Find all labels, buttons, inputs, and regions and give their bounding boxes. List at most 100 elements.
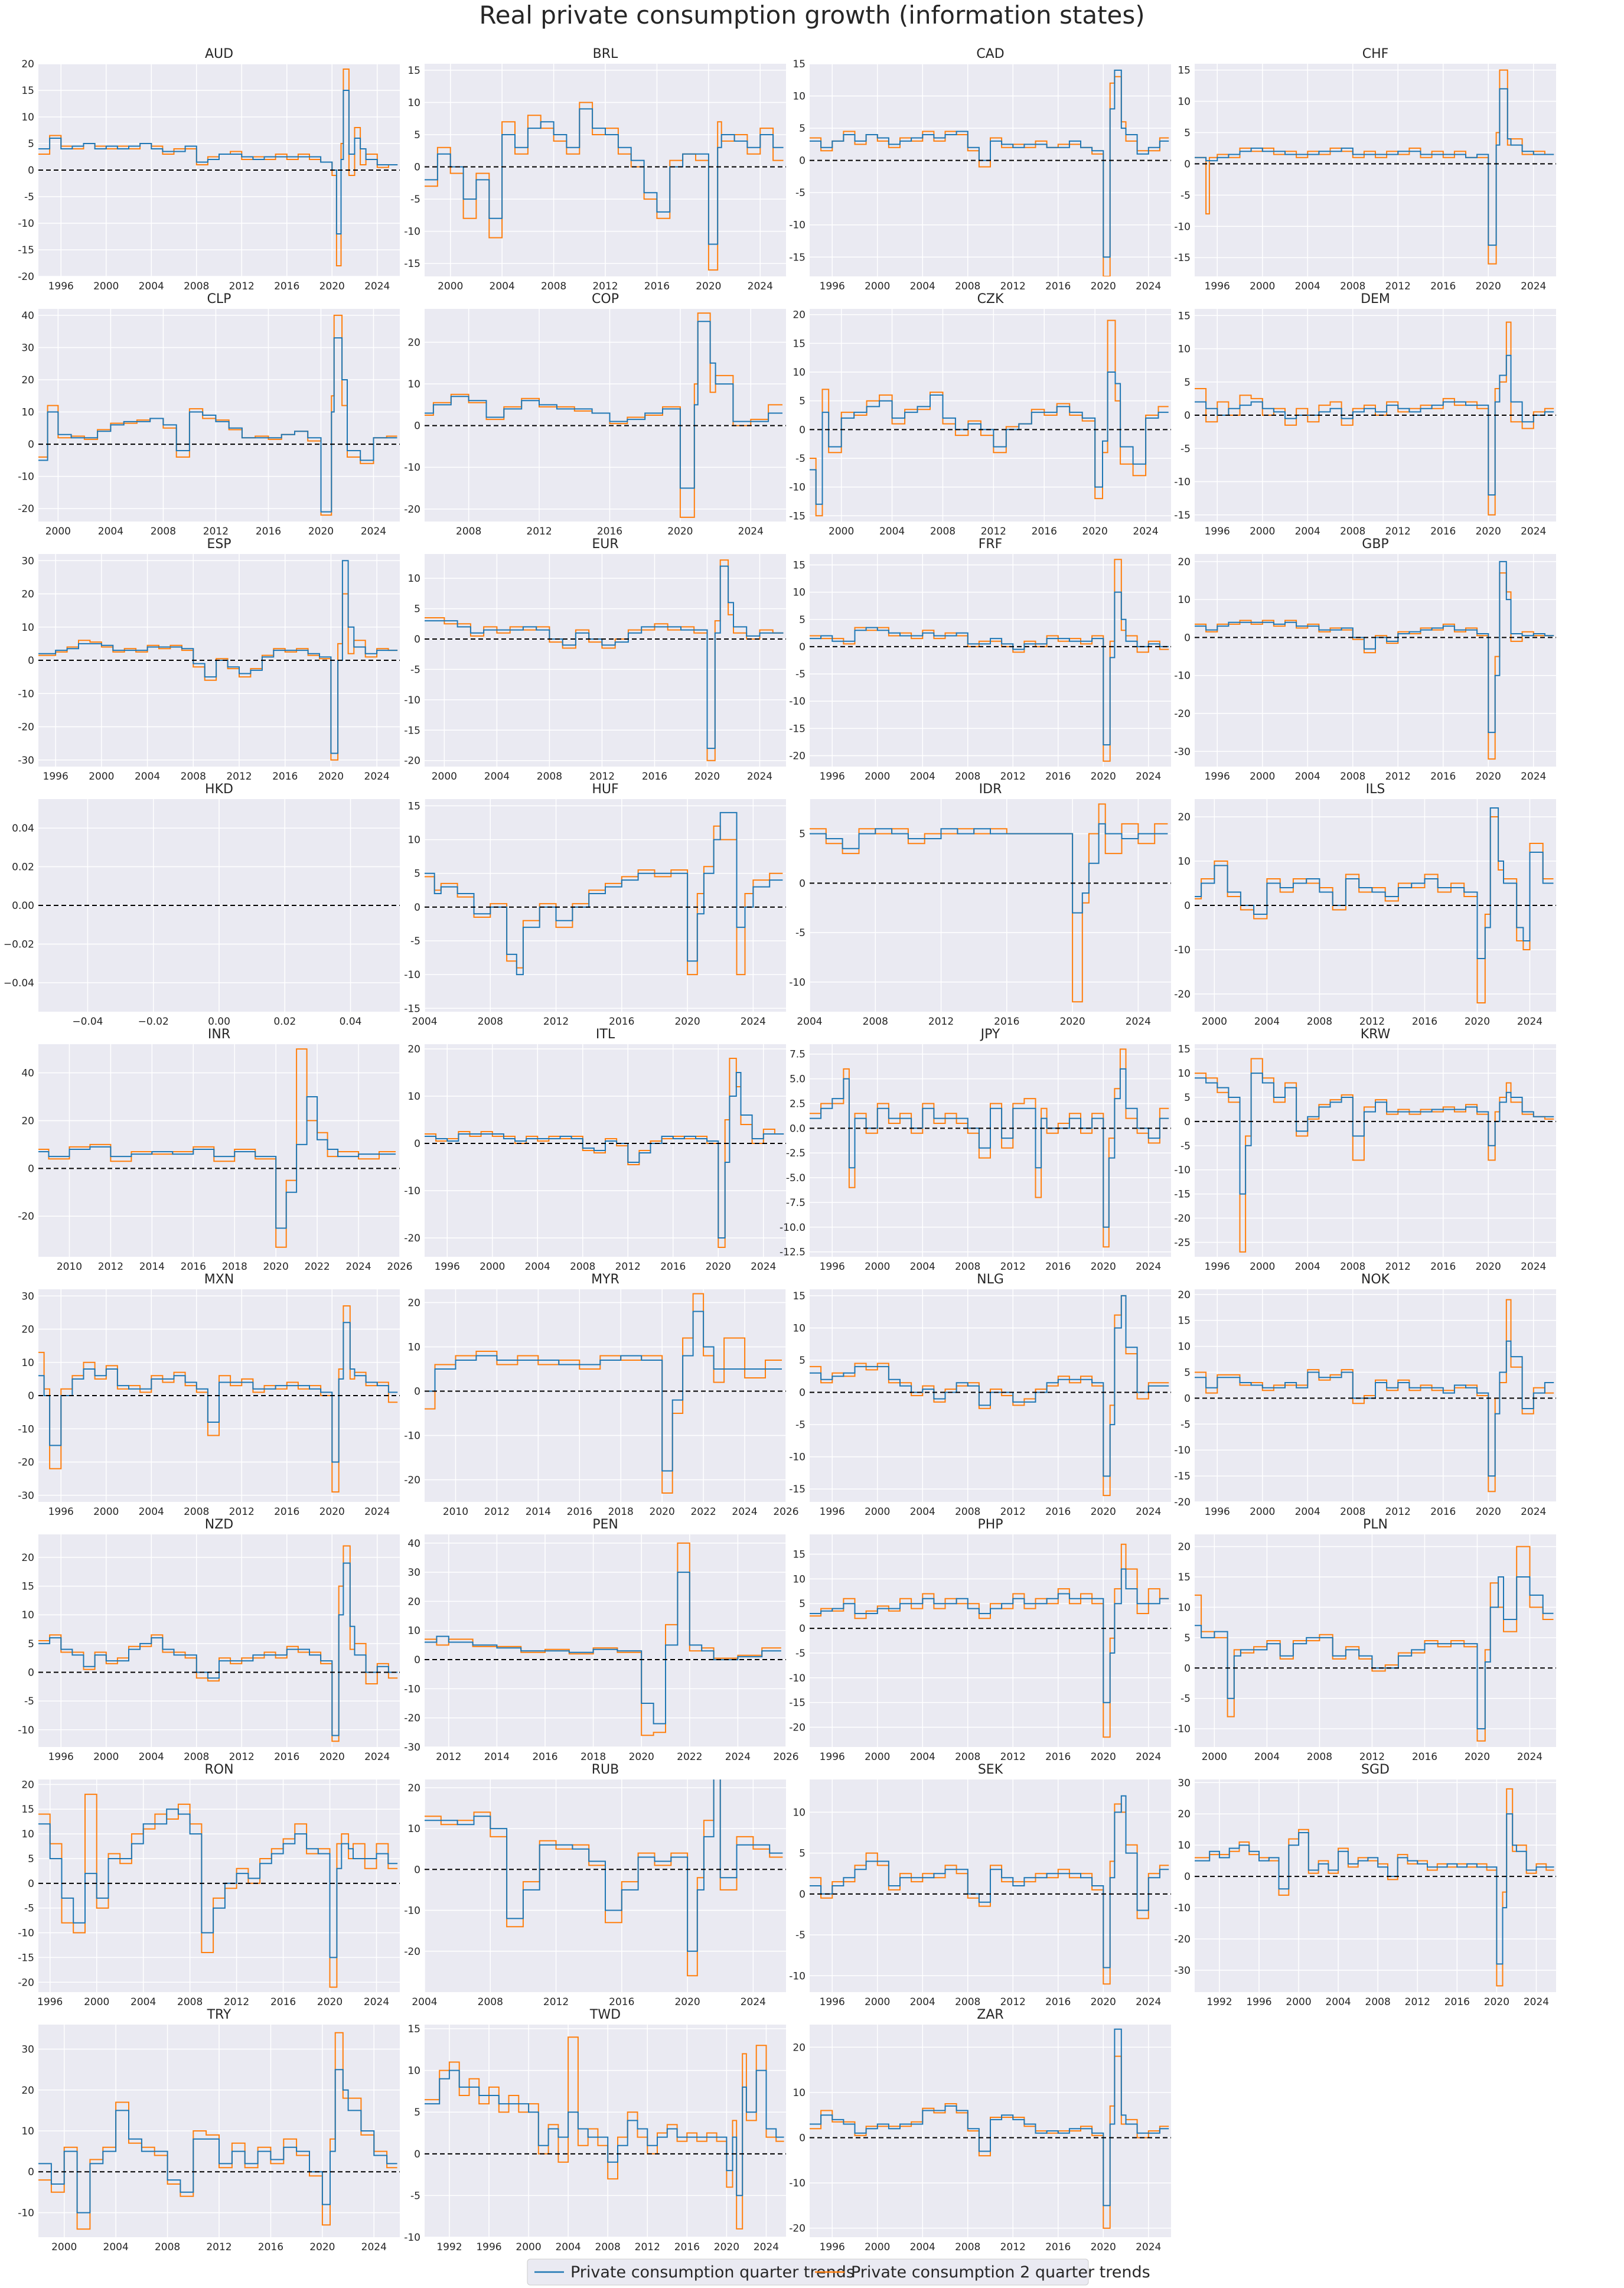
y-tick-label: -10.0 <box>780 1222 806 1234</box>
x-tick-label: 2000 <box>865 1261 890 1273</box>
x-tick-label: 2012 <box>543 1996 569 2008</box>
x-tick-label: 2012 <box>226 771 252 783</box>
y-tick-label: 15 <box>21 1804 34 1816</box>
x-tick-label: 0.02 <box>273 1016 296 1028</box>
y-tick-label: 20 <box>21 2085 34 2097</box>
y-tick-label: 0 <box>28 1390 34 1402</box>
x-tick-label: 2020 <box>318 771 344 783</box>
x-tick-label: 2020 <box>674 1996 700 2008</box>
x-tick-label: 2024 <box>1136 2241 1161 2253</box>
x-tick-label: 2020 <box>1476 281 1501 292</box>
y-tick-label: -10 <box>404 969 420 981</box>
y-tick-label: 0 <box>799 1623 806 1635</box>
y-tick-label: 0 <box>799 424 806 436</box>
y-tick-label: -20 <box>789 2223 806 2235</box>
x-tick-label: 2016 <box>1045 1751 1071 1763</box>
x-tick-label: 2004 <box>910 1261 935 1273</box>
x-tick-label: 2004 <box>1295 771 1320 783</box>
y-tick-label: 30 <box>21 1290 34 1302</box>
x-tick-label: 2004 <box>797 1016 822 1028</box>
x-tick-label: 2012 <box>1000 281 1026 292</box>
x-tick-label: 2008 <box>955 2241 980 2253</box>
series-1-line <box>1195 1576 1554 1730</box>
x-tick-label: 2024 <box>747 771 772 783</box>
y-tick-label: -15 <box>789 1697 806 1709</box>
panel-try: 2000 2004 2008 2012 2016 2020 2024 -10 0 10 20 30 TR… <box>18 2007 400 2253</box>
panel-title: MXN <box>204 1272 234 1287</box>
y-tick-label: 0.02 <box>12 862 34 874</box>
panel-title: CZK <box>977 292 1004 307</box>
panel-title: SEK <box>978 1762 1003 1777</box>
plot-area <box>810 554 1171 767</box>
y-tick-label: 20 <box>21 1115 34 1127</box>
x-tick-label: 2020 <box>629 1751 654 1763</box>
x-tick-label: 2004 <box>139 1506 164 1518</box>
series-2-line <box>425 559 784 761</box>
series-1-line <box>810 591 1169 746</box>
y-tick-label: 20 <box>407 1782 420 1794</box>
y-tick-label: 10 <box>407 97 420 109</box>
series-1-line <box>810 1568 1169 1703</box>
y-tick-label: -15 <box>789 510 806 522</box>
y-tick-label: 10 <box>21 622 34 634</box>
y-tick-label: -20 <box>18 1977 34 1989</box>
x-tick-label: 1996 <box>1246 1996 1271 2008</box>
y-tick-label: 10 <box>21 1357 34 1369</box>
y-tick-label: -5 <box>795 669 806 680</box>
x-tick-label: 1996 <box>820 1261 845 1273</box>
x-tick-label: 2020 <box>1059 1016 1085 1028</box>
y-tick-label: -10 <box>404 1683 420 1695</box>
y-tick-label: 5 <box>1184 1092 1191 1104</box>
x-tick-label: 2024 <box>345 1261 371 1273</box>
x-tick-label: 2000 <box>1250 771 1275 783</box>
y-tick-label: -20 <box>789 751 806 762</box>
x-tick-label: 2024 <box>1136 771 1161 783</box>
x-tick-label: 2016 <box>1444 1996 1470 2008</box>
y-tick-label: -5 <box>795 1648 806 1660</box>
panel-title: KRW <box>1361 1027 1391 1042</box>
x-tick-label: 1996 <box>48 281 74 292</box>
panel-title: AUD <box>205 47 233 61</box>
x-tick-label: 2008 <box>151 526 176 537</box>
y-tick-label: 30 <box>21 555 34 567</box>
x-tick-label: 2000 <box>438 281 463 292</box>
x-tick-label: 2000 <box>1250 1261 1275 1273</box>
y-tick-label: 5 <box>1184 1367 1191 1378</box>
series-1-line <box>810 69 1169 258</box>
y-tick-label: -20 <box>18 271 34 283</box>
x-tick-label: 2020 <box>667 526 693 537</box>
x-tick-label: 2016 <box>1412 1751 1437 1763</box>
series-1-line <box>38 1322 398 1463</box>
y-tick-label: 0 <box>28 1667 34 1679</box>
panel-nok: 1996 2000 2004 2008 2012 2016 2020 2024 -20 -15 -1… <box>1174 1272 1556 1518</box>
y-tick-label: 30 <box>1178 1777 1191 1789</box>
y-tick-label: 15 <box>21 85 34 97</box>
y-tick-label: -20 <box>18 1457 34 1469</box>
y-tick-label: 0 <box>1184 410 1191 422</box>
x-tick-label: 1996 <box>435 1261 460 1273</box>
panel-title: SGD <box>1361 1762 1390 1777</box>
x-tick-label: 2016 <box>609 1996 634 2008</box>
y-tick-label: -15 <box>404 725 420 736</box>
y-tick-label: -15 <box>789 252 806 263</box>
y-tick-label: 40 <box>407 1538 420 1550</box>
x-tick-label: 2020 <box>714 2241 739 2253</box>
panel-krw: 1996 2000 2004 2008 2012 2016 2020 2024 -25 -20 -1… <box>1174 1027 1556 1273</box>
y-tick-label: 15 <box>1178 1044 1191 1055</box>
y-tick-label: -20 <box>1174 1934 1191 1945</box>
x-tick-label: 2020 <box>694 771 720 783</box>
x-tick-label: 2016 <box>181 1261 206 1273</box>
x-tick-label: 2000 <box>1250 1506 1275 1518</box>
y-tick-label: -5 <box>1181 1693 1191 1705</box>
x-tick-label: 2008 <box>181 771 206 783</box>
y-tick-label: 20 <box>21 1552 34 1564</box>
y-tick-label: -10 <box>789 220 806 232</box>
x-tick-label: 2024 <box>741 1016 766 1028</box>
panel-title: IDR <box>979 782 1002 797</box>
x-tick-label: 2018 <box>581 1751 606 1763</box>
y-tick-label: 20 <box>407 1044 420 1055</box>
x-tick-label: 2004 <box>98 526 123 537</box>
panel-title: ZAR <box>977 2007 1003 2022</box>
y-tick-label: 2.5 <box>790 1098 806 1110</box>
panel-title: CLP <box>207 292 231 307</box>
